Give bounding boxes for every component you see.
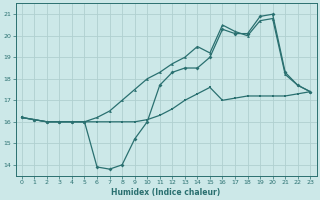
X-axis label: Humidex (Indice chaleur): Humidex (Indice chaleur) [111,188,221,197]
